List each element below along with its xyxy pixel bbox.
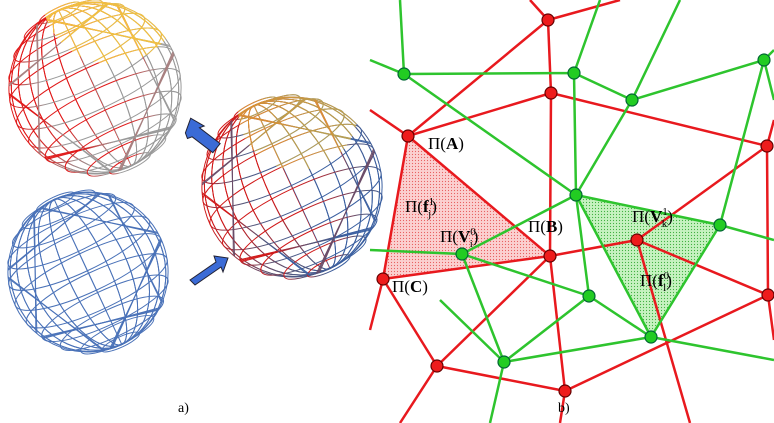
- label: Π(B): [528, 217, 563, 236]
- label-base: C: [410, 277, 422, 296]
- label-open: Π(: [528, 217, 546, 236]
- label-open: Π(: [632, 207, 650, 226]
- label-open: Π(: [405, 197, 423, 216]
- arrow: [181, 112, 222, 160]
- chord: [44, 0, 170, 90]
- node: [568, 67, 580, 79]
- node: [377, 273, 389, 285]
- label-base: B: [546, 217, 557, 236]
- label-open: Π(: [392, 277, 410, 296]
- node: [398, 68, 410, 80]
- chord: [84, 54, 209, 171]
- figure: a) b) Π(A)Π(B)Π(C)Π(f1j)Π(V0i)Π(V1k)Π(f0…: [0, 0, 774, 423]
- node: [431, 360, 443, 372]
- label-open: Π(: [440, 227, 458, 246]
- node: [542, 14, 554, 26]
- sphere: [0, 163, 195, 380]
- node: [631, 234, 643, 246]
- meridian: [54, 199, 122, 344]
- label-open: Π(: [428, 134, 446, 153]
- node: [583, 290, 595, 302]
- node: [402, 130, 414, 142]
- label-open: Π(: [640, 271, 658, 290]
- chord: [77, 241, 193, 349]
- label-close: ): [422, 277, 428, 296]
- node: [762, 289, 774, 301]
- label-close: ): [473, 227, 479, 246]
- label-close: ): [431, 197, 437, 216]
- label-close: ): [557, 217, 563, 236]
- node: [498, 356, 510, 368]
- label-close: ): [667, 207, 673, 226]
- node: [714, 219, 726, 231]
- label: Π(C): [392, 277, 428, 296]
- node: [758, 54, 770, 66]
- node: [626, 94, 638, 106]
- node: [645, 331, 657, 343]
- meridian: [3, 0, 186, 192]
- label-close: ): [458, 134, 464, 153]
- label-base: A: [446, 134, 459, 153]
- node: [559, 385, 571, 397]
- node: [761, 140, 773, 152]
- node: [545, 87, 557, 99]
- label: Π(A): [428, 134, 464, 153]
- meridian: [3, 0, 186, 192]
- meridian: [3, 0, 186, 192]
- arrow: [190, 256, 228, 285]
- chord: [0, 25, 87, 154]
- chord: [0, 25, 87, 154]
- meridian: [3, 0, 186, 192]
- node: [570, 189, 582, 201]
- caption: a): [178, 401, 189, 416]
- node: [456, 248, 468, 260]
- caption: b): [558, 401, 570, 416]
- label-close: ): [666, 271, 672, 290]
- spheres: [0, 0, 413, 381]
- node: [544, 250, 556, 262]
- chord: [0, 213, 80, 333]
- chord: [44, 0, 170, 90]
